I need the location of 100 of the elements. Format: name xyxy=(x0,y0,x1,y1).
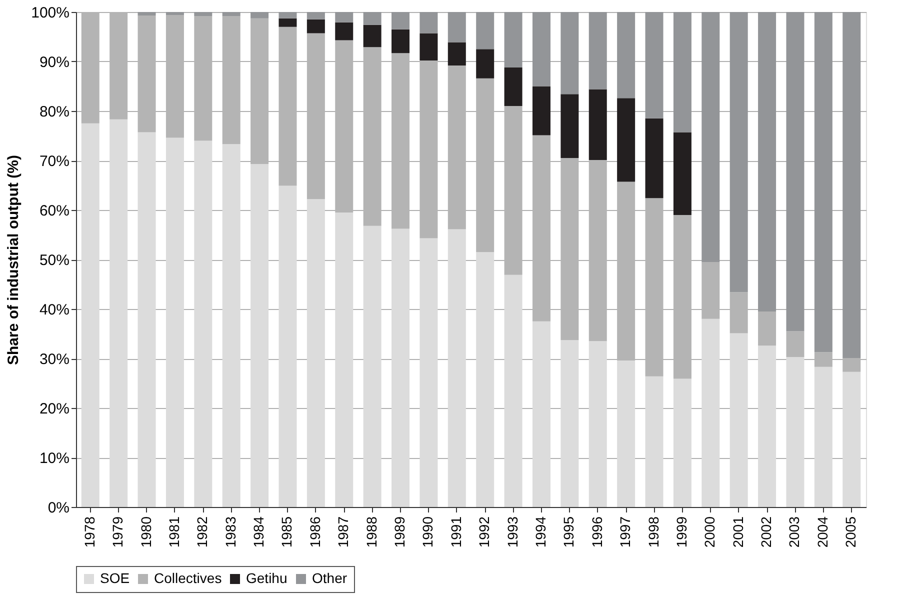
y-tick-label: 20% xyxy=(39,400,70,418)
bar xyxy=(278,18,297,27)
x-tick-label: 1979 xyxy=(110,516,126,548)
bar xyxy=(420,12,438,34)
bar xyxy=(588,89,607,160)
bar xyxy=(335,22,354,40)
bar xyxy=(702,318,720,507)
bar xyxy=(702,12,720,262)
bar xyxy=(194,140,212,507)
x-tick-label: 1985 xyxy=(278,516,295,548)
x-tick-label: 1991 xyxy=(448,516,464,548)
bar xyxy=(560,12,579,94)
bar xyxy=(110,119,128,507)
x-tick-label: 1978 xyxy=(81,516,98,548)
x-tick-label: 1984 xyxy=(250,516,267,548)
bar xyxy=(278,186,297,507)
bar xyxy=(476,12,494,50)
bar xyxy=(222,144,240,507)
bar xyxy=(166,12,184,15)
bar xyxy=(645,12,664,118)
y-axis-title: Share of industrial output (%) xyxy=(5,155,22,365)
x-tick-label: 1987 xyxy=(335,516,352,548)
legend-label: Other xyxy=(312,570,348,586)
x-tick-label: 2002 xyxy=(758,516,774,548)
bar xyxy=(392,12,410,30)
x-tick-label: 2004 xyxy=(814,516,830,548)
bar xyxy=(250,12,269,18)
y-tick-label: 50% xyxy=(39,252,70,269)
bar xyxy=(730,333,748,507)
bar xyxy=(617,12,636,98)
bar xyxy=(532,321,550,507)
y-tick-label: 90% xyxy=(39,54,70,71)
bar xyxy=(560,340,579,507)
bar xyxy=(363,226,382,507)
x-tick-label: 1998 xyxy=(645,516,662,548)
y-tick-label: 0% xyxy=(48,500,70,516)
x-tick-label: 2001 xyxy=(730,516,746,548)
bar xyxy=(645,376,664,507)
x-tick-label: 1982 xyxy=(194,516,210,548)
legend-label: SOE xyxy=(100,570,130,586)
bar xyxy=(504,67,522,106)
bar xyxy=(645,118,664,198)
bar xyxy=(814,366,832,507)
bar xyxy=(758,346,776,507)
bar xyxy=(363,24,382,48)
x-tick-label: 1989 xyxy=(392,516,408,548)
x-tick-label: 1988 xyxy=(363,516,380,548)
bar xyxy=(194,12,212,16)
bar xyxy=(532,12,550,86)
bar xyxy=(504,274,522,507)
bar xyxy=(306,199,325,507)
bar xyxy=(842,372,861,507)
bar xyxy=(560,94,579,158)
x-tick-label: 1995 xyxy=(560,516,577,548)
bar xyxy=(250,164,269,507)
bar xyxy=(673,12,692,132)
y-tick-label: 60% xyxy=(39,202,70,220)
bar xyxy=(730,12,748,292)
bar xyxy=(448,42,466,66)
x-tick-label: 2000 xyxy=(702,516,718,548)
y-tick-label: 100% xyxy=(31,4,70,22)
bar xyxy=(673,132,692,215)
bar xyxy=(842,12,861,358)
bar xyxy=(758,311,776,346)
bar xyxy=(138,132,156,507)
bar xyxy=(758,12,776,312)
x-tick-label: 1996 xyxy=(588,516,605,548)
bar xyxy=(448,229,466,507)
bar xyxy=(476,252,494,507)
bar xyxy=(532,86,550,136)
bar xyxy=(306,12,325,20)
bar xyxy=(476,49,494,78)
bar xyxy=(306,19,325,34)
bar xyxy=(81,123,100,507)
bar xyxy=(278,12,297,18)
x-tick-label: 1997 xyxy=(617,516,634,548)
bar xyxy=(617,98,636,182)
x-tick-label: 1990 xyxy=(420,516,436,548)
bar xyxy=(504,12,522,68)
bar xyxy=(617,360,636,507)
bar xyxy=(588,341,607,507)
x-tick-label: 2003 xyxy=(786,516,802,548)
bar xyxy=(138,12,156,16)
x-tick-label: 2005 xyxy=(842,516,859,548)
bar xyxy=(166,138,184,507)
bar xyxy=(222,12,240,16)
bar xyxy=(673,378,692,507)
x-tick-label: 1999 xyxy=(673,516,690,548)
y-tick-label: 80% xyxy=(39,104,70,120)
bar xyxy=(814,12,832,352)
bar xyxy=(420,238,438,507)
x-tick-label: 1993 xyxy=(504,516,520,548)
bar xyxy=(363,12,382,25)
bar xyxy=(392,228,410,507)
x-tick-label: 1980 xyxy=(138,516,154,548)
x-tick-label: 1983 xyxy=(222,516,238,548)
bar xyxy=(786,331,804,358)
bar xyxy=(335,12,354,22)
bar xyxy=(588,12,607,90)
legend-label: Getihu xyxy=(246,570,288,586)
